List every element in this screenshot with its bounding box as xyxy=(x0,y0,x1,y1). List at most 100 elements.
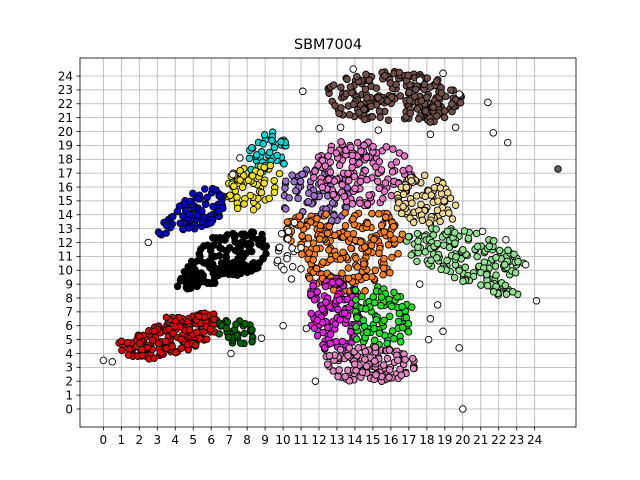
x-tick-label: 7 xyxy=(225,433,233,447)
data-point xyxy=(455,90,463,98)
data-point xyxy=(447,86,455,94)
data-point xyxy=(283,218,292,226)
data-point xyxy=(478,227,487,236)
data-point xyxy=(379,264,388,272)
y-tick-label: 3 xyxy=(65,361,73,375)
data-point xyxy=(249,259,258,267)
x-tick-label: 15 xyxy=(365,433,380,447)
data-point xyxy=(377,301,385,310)
data-point xyxy=(415,115,423,123)
data-point xyxy=(302,324,311,333)
y-tick-label: 18 xyxy=(58,153,73,167)
data-point xyxy=(460,227,469,235)
chart-title: SBM7004 xyxy=(294,37,362,53)
data-point xyxy=(118,346,126,355)
data-point xyxy=(370,235,378,244)
data-point xyxy=(298,232,306,240)
y-tick-label: 10 xyxy=(58,264,73,278)
data-point xyxy=(336,123,345,132)
data-point xyxy=(421,192,429,201)
data-point xyxy=(248,172,257,180)
data-point xyxy=(408,199,416,207)
data-point xyxy=(172,348,180,357)
data-point xyxy=(368,209,376,218)
data-point xyxy=(288,171,296,179)
data-point xyxy=(135,332,144,341)
data-point xyxy=(236,166,244,175)
data-point xyxy=(298,170,306,179)
data-point xyxy=(351,184,359,193)
data-point xyxy=(370,324,378,333)
data-point xyxy=(395,68,404,77)
data-point xyxy=(296,221,305,229)
x-tick-label: 16 xyxy=(383,433,398,447)
data-point xyxy=(349,215,357,223)
data-point xyxy=(356,199,364,207)
data-point xyxy=(492,253,500,262)
data-point xyxy=(325,222,334,231)
data-point xyxy=(424,335,433,344)
data-point xyxy=(352,366,360,375)
data-point xyxy=(473,242,482,251)
data-point xyxy=(374,126,383,134)
data-point xyxy=(252,151,261,159)
data-point xyxy=(227,349,235,358)
data-point xyxy=(372,315,381,324)
data-point xyxy=(338,337,347,346)
data-point xyxy=(117,337,126,346)
y-tick-label: 17 xyxy=(58,166,73,180)
data-point xyxy=(407,251,416,259)
data-point xyxy=(362,273,370,282)
data-point xyxy=(390,334,398,343)
y-tick-label: 9 xyxy=(65,277,73,291)
data-point xyxy=(304,234,313,242)
data-point xyxy=(329,81,338,89)
data-point xyxy=(376,113,384,122)
data-point xyxy=(414,237,422,245)
data-point xyxy=(316,221,325,230)
data-point xyxy=(290,177,298,186)
data-point xyxy=(455,266,463,275)
data-point xyxy=(397,371,406,379)
data-point xyxy=(225,243,234,252)
data-point xyxy=(426,118,435,126)
x-tick-label: 2 xyxy=(135,433,143,447)
data-point xyxy=(362,305,370,313)
data-point xyxy=(352,254,360,263)
data-point xyxy=(161,337,170,346)
data-point xyxy=(451,201,460,209)
data-point xyxy=(344,264,353,272)
y-tick-label: 11 xyxy=(58,250,73,264)
data-point xyxy=(502,290,511,298)
data-point xyxy=(329,190,338,199)
data-point xyxy=(238,183,247,191)
data-point xyxy=(375,210,383,218)
x-tick-label: 9 xyxy=(261,433,269,447)
data-point xyxy=(452,253,460,261)
data-point xyxy=(459,405,467,413)
data-point xyxy=(284,227,293,236)
data-point xyxy=(432,225,440,233)
data-point xyxy=(260,179,268,187)
axes-frame xyxy=(79,57,577,428)
y-tick-label: 5 xyxy=(65,333,73,347)
data-point xyxy=(417,97,426,105)
data-point xyxy=(441,107,449,115)
data-point xyxy=(386,269,394,277)
data-point xyxy=(229,270,238,279)
data-point xyxy=(336,316,344,324)
data-point xyxy=(504,246,512,255)
data-point xyxy=(413,105,422,113)
data-point xyxy=(381,179,390,187)
data-point xyxy=(418,216,427,225)
data-point xyxy=(168,342,177,351)
data-point xyxy=(433,239,442,248)
data-point xyxy=(396,338,405,346)
data-point xyxy=(287,275,296,283)
cluster-6-points xyxy=(215,316,257,348)
data-point xyxy=(375,329,384,337)
data-point xyxy=(201,185,209,193)
data-point xyxy=(483,281,492,290)
data-point xyxy=(173,282,182,291)
data-point xyxy=(361,166,370,175)
